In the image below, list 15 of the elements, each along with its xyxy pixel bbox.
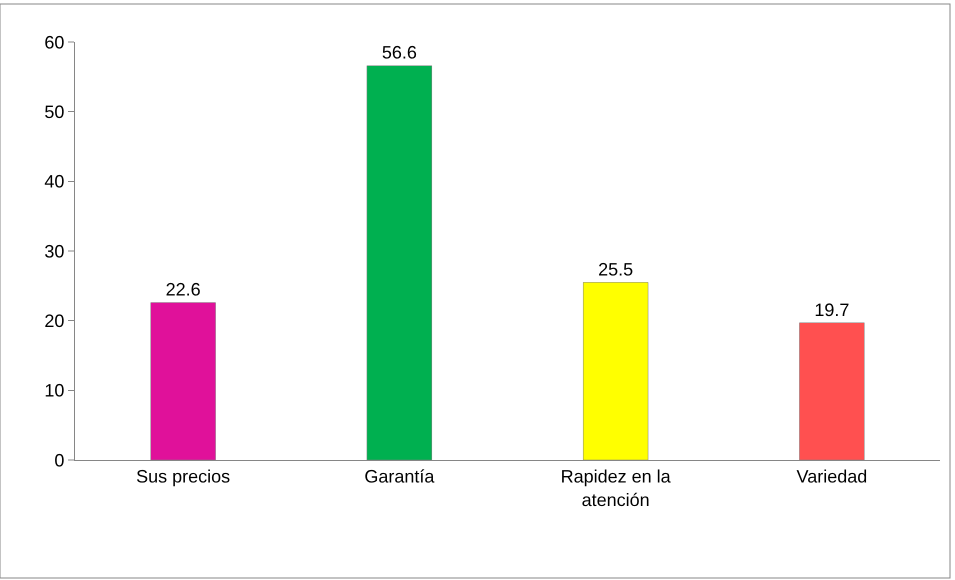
data-label: 19.7 bbox=[814, 300, 850, 320]
data-label: 25.5 bbox=[598, 259, 634, 280]
y-tick-label: 40 bbox=[44, 172, 64, 192]
data-label: 56.6 bbox=[382, 42, 417, 63]
y-tick-label: 20 bbox=[44, 310, 64, 331]
x-tick-label: Variedad bbox=[796, 466, 868, 487]
y-tick-label: 50 bbox=[44, 102, 64, 122]
x-tick-label: Sus precios bbox=[136, 466, 230, 487]
y-tick-label: 10 bbox=[44, 380, 64, 401]
y-tick-label: 60 bbox=[44, 32, 64, 52]
x-tick-label: Garantía bbox=[364, 466, 436, 487]
y-tick-label: 30 bbox=[44, 241, 64, 262]
x-tick-label: Rapidez en la atención bbox=[560, 466, 672, 510]
data-label: 22.6 bbox=[166, 280, 201, 300]
y-tick-label: 0 bbox=[54, 450, 64, 470]
